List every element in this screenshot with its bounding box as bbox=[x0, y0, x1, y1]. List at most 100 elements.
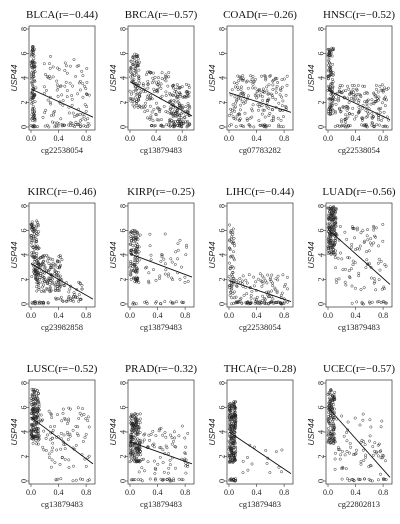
data-point bbox=[163, 431, 167, 435]
data-point bbox=[379, 456, 383, 460]
data-point bbox=[362, 302, 365, 306]
y-tick-label: 4 bbox=[317, 253, 326, 257]
data-point bbox=[39, 290, 43, 293]
data-point bbox=[34, 247, 38, 250]
data-point bbox=[33, 388, 37, 392]
data-point bbox=[231, 240, 235, 244]
data-point bbox=[328, 61, 332, 65]
data-point bbox=[45, 288, 49, 292]
data-point bbox=[274, 91, 278, 95]
data-point bbox=[332, 435, 336, 439]
data-point bbox=[380, 419, 384, 423]
data-point bbox=[71, 111, 75, 115]
data-point bbox=[353, 84, 356, 88]
data-point bbox=[37, 392, 41, 396]
data-point bbox=[330, 410, 334, 414]
data-point bbox=[157, 80, 160, 84]
data-point bbox=[368, 418, 372, 422]
data-point bbox=[131, 422, 134, 426]
data-point bbox=[133, 52, 137, 56]
data-point bbox=[235, 98, 239, 102]
data-point bbox=[339, 109, 343, 113]
data-point bbox=[72, 294, 75, 298]
data-point bbox=[166, 471, 170, 475]
data-point bbox=[230, 435, 234, 439]
data-point bbox=[334, 249, 338, 253]
data-point bbox=[44, 108, 48, 112]
data-point bbox=[184, 105, 188, 109]
data-point bbox=[164, 435, 168, 439]
data-point bbox=[228, 461, 231, 465]
data-point bbox=[32, 124, 36, 127]
data-point bbox=[35, 289, 39, 293]
data-point bbox=[33, 267, 37, 271]
data-point bbox=[129, 66, 133, 70]
data-point bbox=[351, 226, 355, 230]
data-point bbox=[32, 54, 36, 58]
data-point bbox=[36, 283, 40, 287]
data-point bbox=[242, 101, 246, 105]
data-point bbox=[30, 81, 34, 84]
data-point bbox=[374, 288, 378, 292]
data-point bbox=[85, 105, 89, 109]
data-point bbox=[330, 77, 334, 81]
data-point bbox=[229, 265, 233, 269]
data-point bbox=[330, 417, 333, 421]
data-point bbox=[133, 478, 137, 482]
data-point bbox=[128, 460, 132, 464]
data-point bbox=[155, 101, 158, 105]
data-point bbox=[85, 93, 89, 97]
data-point bbox=[228, 420, 232, 424]
data-point bbox=[332, 247, 336, 251]
data-point bbox=[36, 224, 40, 228]
data-point bbox=[148, 70, 152, 74]
data-point bbox=[141, 82, 145, 86]
data-point bbox=[81, 478, 85, 481]
data-point bbox=[158, 274, 162, 278]
data-point bbox=[230, 404, 234, 407]
data-point bbox=[138, 233, 142, 237]
data-point bbox=[42, 429, 46, 433]
data-point bbox=[48, 62, 51, 66]
data-point bbox=[58, 265, 62, 268]
data-point bbox=[30, 61, 34, 65]
data-point bbox=[34, 407, 38, 411]
data-point bbox=[352, 226, 356, 230]
data-point bbox=[257, 108, 260, 112]
data-point bbox=[356, 84, 360, 87]
data-point bbox=[129, 235, 133, 238]
data-point bbox=[56, 259, 60, 263]
data-point bbox=[381, 239, 385, 243]
y-tick-label: 6 bbox=[218, 52, 227, 56]
data-point bbox=[130, 78, 134, 82]
y-tick-label: 4 bbox=[317, 76, 326, 80]
data-point bbox=[377, 300, 381, 304]
data-point bbox=[60, 419, 64, 423]
data-point bbox=[332, 209, 336, 213]
data-point bbox=[32, 437, 36, 441]
data-point bbox=[240, 99, 244, 103]
data-point bbox=[380, 101, 384, 105]
data-point bbox=[65, 95, 69, 99]
data-point bbox=[32, 230, 36, 234]
data-point bbox=[232, 236, 236, 240]
data-point bbox=[176, 257, 180, 261]
data-point bbox=[233, 400, 237, 404]
y-tick-label: 2 bbox=[218, 101, 227, 105]
data-point bbox=[59, 84, 63, 88]
data-point bbox=[248, 123, 251, 127]
y-tick-label: 4 bbox=[20, 76, 29, 80]
data-point bbox=[256, 277, 260, 281]
data-point bbox=[136, 426, 140, 430]
data-point bbox=[366, 98, 370, 102]
data-point bbox=[327, 74, 331, 78]
data-point bbox=[178, 94, 182, 98]
data-point bbox=[52, 266, 56, 270]
data-point bbox=[158, 302, 162, 306]
data-point bbox=[353, 236, 357, 240]
data-point bbox=[149, 253, 153, 257]
data-point bbox=[174, 105, 178, 109]
data-point bbox=[135, 270, 139, 274]
data-point bbox=[234, 295, 238, 299]
data-point bbox=[345, 108, 349, 112]
